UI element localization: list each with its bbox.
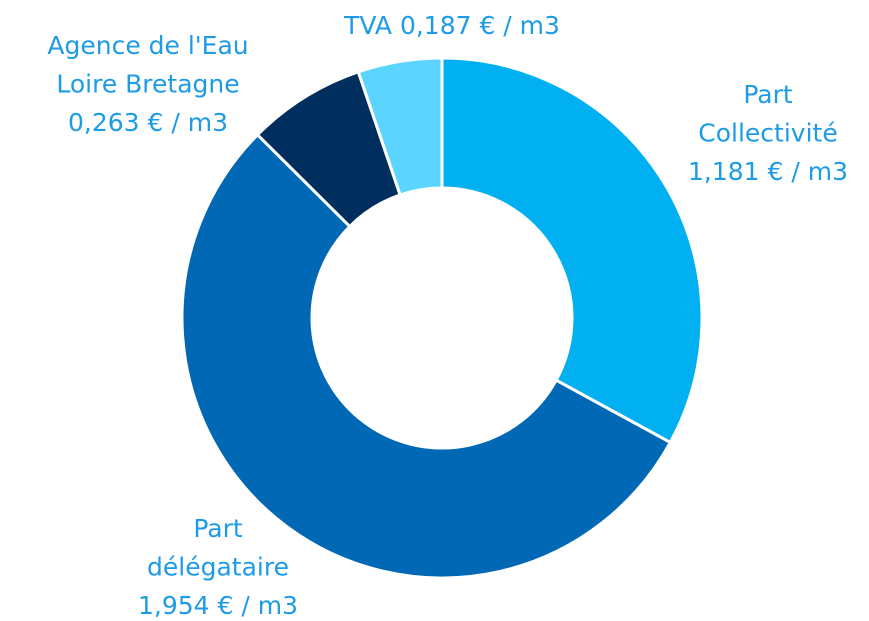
value-label: 1,181 € / m3 (688, 157, 848, 186)
category-label: TVA (343, 11, 392, 40)
category-label: Collectivité (698, 119, 837, 148)
value-label: 0,187 € / m3 (400, 11, 560, 40)
slice-label: TVA 0,187 € / m3 (343, 11, 560, 40)
category-label: Loire Bretagne (56, 70, 239, 99)
donut-slice (180, 132, 673, 580)
category-label: Agence de l'Eau (47, 31, 248, 60)
category-label: délégataire (147, 553, 289, 582)
value-label: 1,954 € / m3 (138, 591, 298, 620)
donut-slice (356, 56, 444, 197)
value-label: 0,263 € / m3 (68, 108, 228, 137)
donut-slice (440, 56, 704, 445)
category-label: Part (193, 514, 243, 543)
category-label: Part (743, 80, 793, 109)
